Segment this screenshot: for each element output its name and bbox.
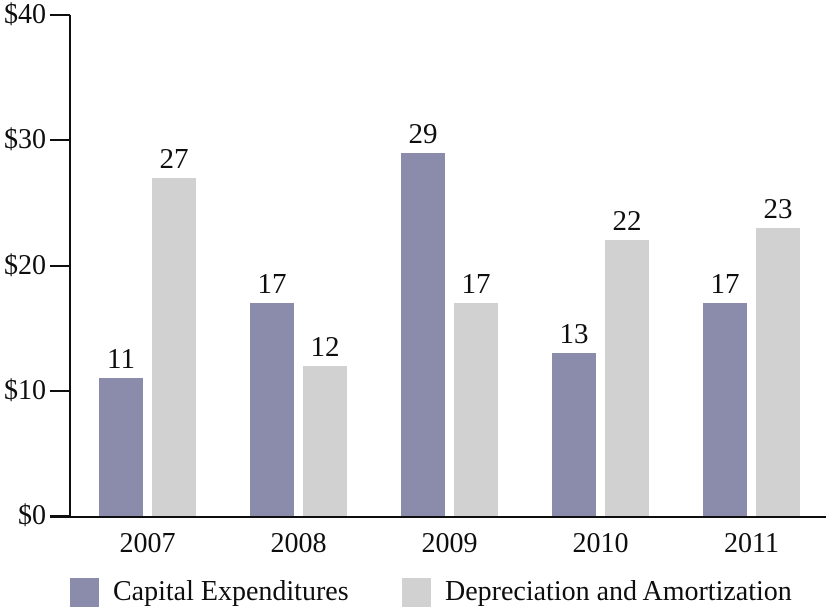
depreciation-amortization-swatch-icon (402, 577, 431, 607)
x-label-2011: 2011 (724, 528, 779, 559)
y-tick--30 (50, 139, 70, 141)
x-label-2008: 2008 (270, 528, 327, 559)
value-label-depreciation-and-amortization-2009: 17 (461, 268, 491, 300)
y-tick-label--20: $20 (4, 250, 46, 281)
x-label-2009: 2009 (421, 528, 478, 559)
bar-capital-expenditures-2008 (250, 303, 294, 516)
value-label-depreciation-and-amortization-2010: 22 (612, 205, 642, 237)
y-tick-label--0: $0 (18, 500, 46, 531)
value-label-depreciation-and-amortization-2008: 12 (310, 331, 340, 363)
legend-label-depreciation-amortization: Depreciation and Amortization (445, 576, 792, 607)
value-label-depreciation-and-amortization-2007: 27 (159, 143, 189, 175)
y-tick--40 (50, 14, 70, 16)
y-tick--20 (50, 265, 70, 267)
y-tick-label--30: $30 (4, 124, 46, 155)
bar-capital-expenditures-2011 (703, 303, 747, 516)
value-label-capital-expenditures-2008: 17 (257, 268, 287, 300)
bar-depreciation-and-amortization-2007 (152, 178, 196, 516)
y-tick--10 (50, 390, 70, 392)
y-tick-label--40: $40 (4, 0, 46, 30)
value-label-capital-expenditures-2011: 17 (710, 268, 740, 300)
bar-capital-expenditures-2010 (552, 353, 596, 516)
value-label-capital-expenditures-2007: 11 (107, 343, 135, 375)
y-tick-label--10: $10 (4, 375, 46, 406)
x-label-2010: 2010 (572, 528, 629, 559)
legend-item-capital-expenditures: Capital Expenditures (70, 576, 349, 608)
capital-expenditures-swatch-icon (70, 577, 99, 607)
bar-depreciation-and-amortization-2010 (605, 240, 649, 516)
bar-capital-expenditures-2009 (401, 153, 445, 516)
bar-capital-expenditures-2007 (99, 378, 143, 516)
y-axis-line (69, 15, 71, 517)
bar-depreciation-and-amortization-2011 (756, 228, 800, 516)
x-axis-line (50, 516, 826, 518)
value-label-capital-expenditures-2010: 13 (559, 318, 589, 350)
value-label-depreciation-and-amortization-2011: 23 (763, 193, 793, 225)
bar-depreciation-and-amortization-2008 (303, 366, 347, 516)
legend-item-depreciation-amortization: Depreciation and Amortization (402, 576, 792, 608)
bar-depreciation-and-amortization-2009 (454, 303, 498, 516)
value-label-capital-expenditures-2009: 29 (408, 118, 438, 150)
x-label-2007: 2007 (119, 528, 176, 559)
legend-label-capital-expenditures: Capital Expenditures (113, 576, 349, 607)
